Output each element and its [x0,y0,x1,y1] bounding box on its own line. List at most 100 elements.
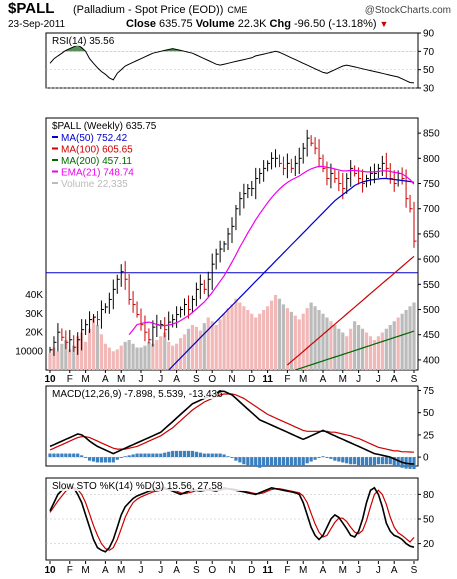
volume-bar [190,325,195,370]
volume-bar [52,347,56,370]
macd-histogram-bar [194,451,198,458]
volume-bar [262,310,266,370]
volume-bar [64,340,68,370]
x-label-14: M [299,374,307,385]
volume-bar [404,310,408,370]
volume-bar [246,310,250,370]
macd-histogram-bar [258,457,262,468]
x-label-0: 10 [44,565,56,576]
x-label-11: D [248,565,255,576]
volume-bar [364,332,369,370]
price-panel: 400 450 500 550 600 650 700 750 800 850 40K 30K 20K 1… [15,117,440,371]
macd-tick-25: 25 [423,430,435,441]
description-label: (Palladium - Spot Price (EOD)) CME [73,4,247,16]
volume-bar [258,313,262,370]
macd-histogram-bar [317,457,321,458]
price-tick-750: 750 [423,179,440,190]
volume-bar [266,306,270,370]
macd-histogram-bar [198,452,202,458]
macd-histogram-bar [60,453,64,458]
macd-histogram-bar [349,457,353,465]
volume-bar [325,317,329,370]
legend-label-2: MA(200) 457.11 [61,156,132,167]
x-label-12: 11 [262,374,273,385]
volume-bar [206,317,210,370]
volume-bar [333,325,337,370]
macd-histogram-bar [72,453,76,458]
volume-bar [68,349,72,370]
macd-tick-0: 0 [423,453,429,464]
x-label-2: M [81,374,89,385]
volume-bar [226,308,230,370]
x-label-16: M [339,374,347,385]
volume-bar [151,343,155,370]
volume-bar [139,347,143,370]
volume-bar [250,313,254,370]
volume-bar [131,343,135,370]
volume-bar [357,325,361,370]
volume-bar [293,315,297,370]
x-label-4: M [117,565,125,576]
volume-bar [56,351,60,370]
macd-histogram-bar [214,453,218,458]
volume-bar [353,321,357,370]
macd-histogram-bar [376,457,380,465]
macd-histogram-bar [273,457,278,466]
x-label-13: F [284,374,290,385]
price-tick-800: 800 [423,154,440,165]
macd-histogram-bar [64,453,68,458]
volume-bar [127,340,131,370]
legend-label-4: Volume 22,335 [61,179,128,190]
x-label-15: A [320,565,327,576]
macd-histogram-bar [396,457,400,467]
x-label-16: M [339,565,347,576]
macd-histogram-bar [305,457,309,464]
macd-histogram-bar [254,457,258,467]
macd-histogram-bar [131,454,135,458]
macd-histogram-bar [190,450,195,458]
x-axis-top: 10 F M A M J J A S O N D 11 F M A M J J A S [44,370,418,385]
volume-bar [72,345,76,370]
x-label-10: N [228,565,235,576]
macd-histogram-bar [269,457,274,466]
volume-bar [48,353,52,370]
volume-bar [159,336,163,370]
macd-histogram-bar [230,457,234,458]
macd-histogram-bar [329,457,333,459]
price-title: $PALL (Weekly) 635.75 [52,121,157,132]
volume-bar [178,338,183,370]
volume-bar [242,306,246,370]
x-label-9: O [208,565,216,576]
macd-histogram-bar [163,452,167,458]
volume-bar [349,328,353,370]
volume-bar [368,336,373,370]
macd-histogram-bar [281,457,286,466]
ma100-line [287,255,415,366]
volume-bar [91,317,96,370]
rsi-panel: 30 50 70 90 RSI(14) 35.56 [45,29,435,95]
macd-histogram-bar [368,457,373,466]
macd-histogram-bar [234,457,238,461]
macd-histogram-bar [345,457,349,464]
volume-bar [103,343,107,370]
volume-bar [380,332,384,370]
macd-histogram-bar [301,457,305,466]
x-label-11: D [248,374,255,385]
volume-bar [119,345,123,370]
symbol-label: $PALL [8,0,55,17]
volume-bar [218,319,222,370]
x-label-17: J [356,565,361,576]
chart-header: $PALL (Palladium - Spot Price (EOD)) CME … [0,0,457,34]
volume-bar [321,313,325,370]
volume-tick-0: 40K [25,290,43,301]
macd-tick-50: 50 [423,408,435,419]
macd-histogram-bar [222,454,226,458]
macd-histogram-bar [159,453,163,458]
macd-histogram-bar [135,453,139,458]
macd-frame [45,385,419,467]
x-label-15: A [320,374,327,385]
x-label-19: A [391,374,398,385]
volume-bar [202,323,206,370]
macd-histogram-bar [99,457,104,463]
price-tick-600: 600 [423,255,440,266]
